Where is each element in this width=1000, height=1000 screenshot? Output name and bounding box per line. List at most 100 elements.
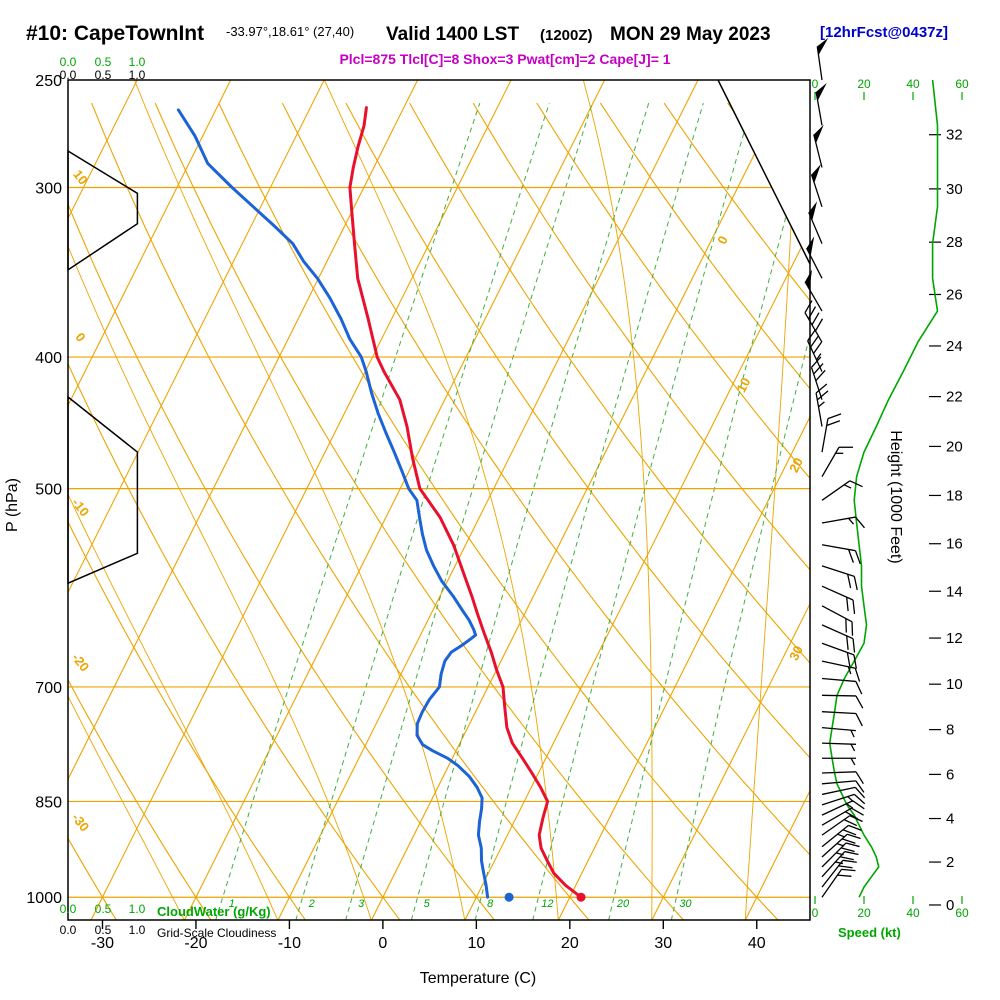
wind-barb-feather: [854, 550, 861, 565]
wind-barb: [816, 37, 829, 81]
dry-adiabat-line: [919, 103, 1000, 920]
surface-temperature-dot: [576, 892, 586, 902]
mixing-ratio-line: [215, 102, 481, 920]
mixing-ratio-label: 3: [358, 898, 365, 910]
cloudiness-scale-bottom-label: 0.0: [60, 923, 77, 937]
height-tick-label: 32: [946, 127, 963, 144]
wind-barb-staff: [821, 815, 851, 836]
wind-barb-staff: [821, 642, 855, 656]
wind-barb-feather: [845, 811, 858, 820]
wind-barb-feather: [826, 420, 841, 427]
wind-barb: [821, 786, 866, 799]
temperature-tick-label: -30: [91, 935, 114, 952]
wind-barb: [821, 800, 865, 816]
mixing-ratio-label: 12: [541, 898, 553, 910]
wind-barb-feather: [855, 681, 863, 695]
dry-adiabat-label: 10: [70, 167, 91, 188]
wind-barb-feather: [854, 516, 865, 529]
height-tick-label: 16: [946, 536, 963, 553]
wind-barb-half-feather: [848, 517, 855, 525]
wind-speed-curve: [828, 79, 939, 898]
wind-barb-feather: [827, 413, 842, 420]
wind-barb-half-feather: [836, 842, 845, 847]
wind-barb: [805, 236, 823, 279]
wind-barb-half-feather: [835, 861, 844, 865]
wind-barb-feather: [811, 356, 822, 368]
mixing-ratio-label: 1: [229, 898, 235, 910]
wind-barb: [821, 544, 861, 565]
wind-barb: [821, 624, 856, 653]
dry-adiabat-label: -30: [69, 810, 92, 834]
surface-dewpoint-dot: [504, 892, 514, 902]
wind-barb-half-feather: [837, 833, 845, 838]
speed-scale-bottom-label: 40: [906, 906, 920, 920]
speed-scale-top-label: 20: [857, 77, 871, 91]
wind-barb: [810, 164, 823, 208]
dry-adiabat-line: [663, 102, 810, 920]
isotherm-line: [90, 80, 512, 920]
wind-barb-feather: [847, 549, 854, 563]
pressure-tick-label: 700: [35, 680, 62, 697]
wind-barb-staff: [821, 694, 857, 697]
mixing-ratio-line: [410, 102, 650, 920]
wind-barb-pennant: [811, 164, 821, 183]
wind-barb: [821, 711, 863, 727]
speed-profile-line: [828, 79, 939, 898]
wind-barb-feather: [841, 838, 856, 844]
wind-barb-feather: [804, 300, 813, 314]
forecast-tag: [12hrFcst@0437z]: [820, 24, 948, 41]
height-tick-label: 2: [946, 854, 954, 871]
mixing-ratio-label: 2: [308, 898, 315, 910]
wind-barb-pennant: [808, 201, 818, 221]
wind-barb-staff: [821, 544, 856, 552]
height-tick-label: 8: [946, 722, 954, 739]
wind-barb-feather: [852, 800, 865, 810]
wind-barb-staff: [815, 91, 823, 126]
wind-barb: [821, 859, 857, 888]
wind-barb-feather: [811, 312, 820, 326]
wind-barb: [821, 660, 861, 682]
wind-barb-staff: [821, 585, 854, 601]
station-coords: -33.97°,18.61° (27,40): [226, 24, 354, 39]
isotherm-line: [557, 80, 810, 920]
cloudiness-scale-top-label: 0.5: [95, 68, 112, 82]
mixing-ratio-label: 20: [616, 898, 630, 910]
temperature-axis-title: Temperature (C): [420, 970, 536, 987]
moist-adiabat-line: [68, 80, 372, 920]
moist-adiabat-line: [744, 80, 798, 920]
wind-barb: [821, 824, 862, 848]
wind-barb-staff: [810, 174, 823, 208]
pressure-tick-label: 850: [35, 794, 62, 811]
dry-adiabat-label: -20: [69, 650, 92, 674]
wind-barb-feather: [855, 695, 864, 709]
wind-barb-feather: [847, 574, 852, 589]
wind-barb: [815, 82, 827, 126]
wind-barb: [821, 516, 865, 529]
corner-cut-line: [717, 79, 811, 265]
wind-barb-feather: [855, 713, 863, 727]
dry-adiabat-line: [281, 102, 810, 920]
wind-barb-feather: [846, 597, 849, 612]
height-tick-label: 26: [946, 286, 963, 303]
cloud-layer-polygon: [67, 395, 139, 585]
cloudwater-scale-bottom-label: 0.0: [60, 902, 77, 916]
speed-scale-bottom-label: 0: [812, 906, 819, 920]
wind-barb-staff: [813, 134, 823, 168]
wind-barb-staff: [821, 833, 848, 858]
pressure-tick-label: 500: [35, 482, 62, 499]
wind-barb-staff: [807, 340, 823, 372]
mixing-ratio-label: 30: [679, 898, 692, 910]
mixing-ratio-line: [670, 102, 810, 920]
wind-barb: [822, 757, 856, 766]
wind-barb-feather: [814, 318, 824, 332]
valid-time: Valid 1400 LST: [386, 24, 519, 45]
wind-barb-half-feather: [850, 743, 856, 752]
wind-barb-staff: [816, 46, 823, 81]
dry-adiabat-line: [68, 102, 212, 920]
wind-barb: [815, 383, 829, 427]
dry-adiabat-line: [91, 102, 590, 920]
wind-barb-feather: [846, 652, 851, 667]
wind-barb: [821, 694, 864, 709]
